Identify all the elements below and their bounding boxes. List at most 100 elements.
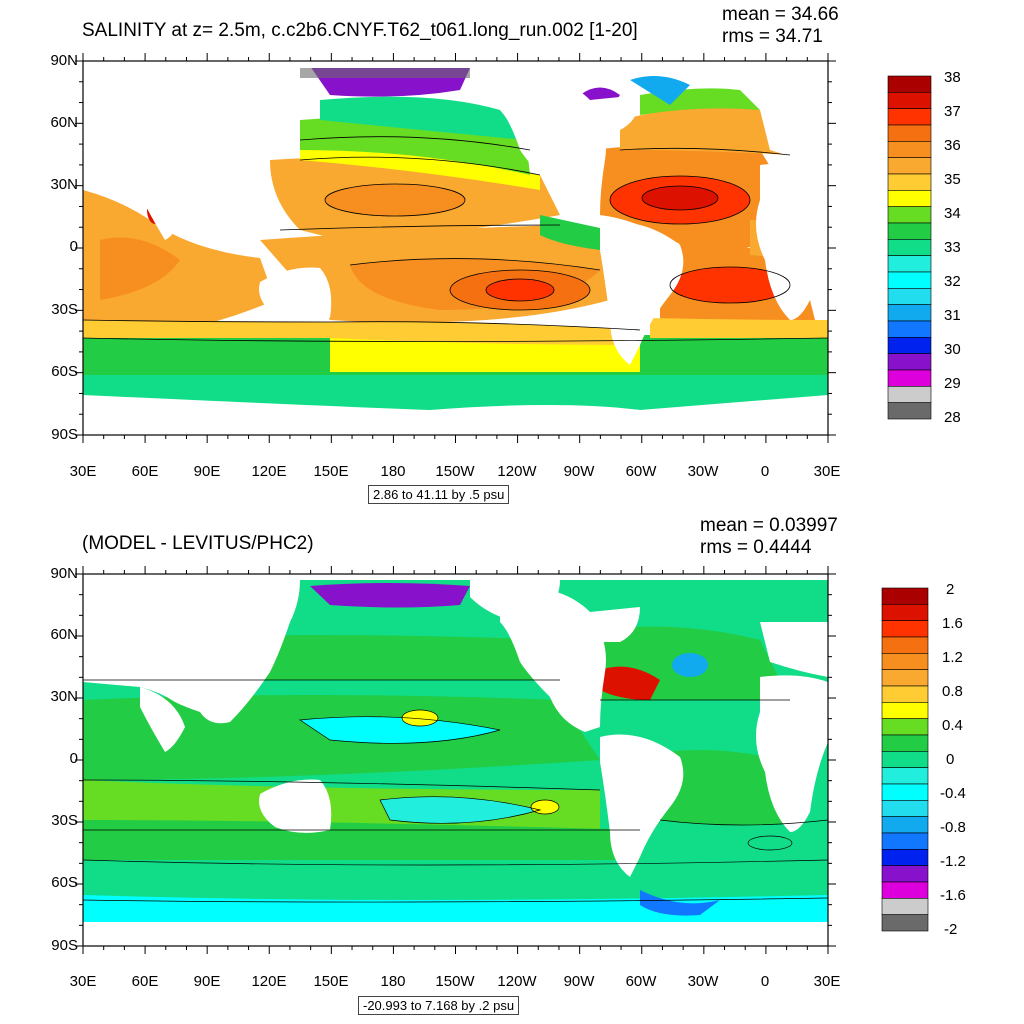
map2-lon-label: 180	[380, 973, 406, 990]
map1-lon-label: 90E	[193, 463, 221, 480]
colorbar-swatch	[887, 124, 932, 142]
colorbar-swatch	[881, 669, 929, 687]
map2-lat-label: 90N	[50, 565, 78, 582]
map1-lat-label: 90S	[51, 426, 78, 443]
map2-title: (MODEL - LEVITUS/PHC2)	[82, 533, 314, 554]
colorbar-swatch	[887, 206, 932, 224]
colorbar-swatch	[881, 914, 929, 932]
colorbar-swatch	[881, 865, 929, 883]
colorbar-swatch	[881, 783, 929, 801]
map2-colorbar-label: -0.8	[940, 819, 966, 836]
map2-lon-label: 150W	[435, 973, 475, 990]
colorbar-swatch	[881, 685, 929, 703]
map1-lon-label: 30E	[813, 463, 841, 480]
colorbar-swatch	[887, 353, 932, 371]
map2-lon-label: 90E	[193, 973, 221, 990]
map2-lon-label: 60E	[131, 973, 159, 990]
colorbar-swatch	[881, 587, 929, 605]
colorbar-swatch	[887, 369, 932, 387]
map2-colorbar-label: 0.8	[942, 683, 963, 700]
map1-colorbar-label: 36	[944, 137, 961, 154]
colorbar-swatch	[881, 734, 929, 752]
map1-lat-label: 60N	[50, 114, 78, 131]
map1-colorbar-label: 37	[944, 103, 961, 120]
colorbar-swatch	[887, 75, 932, 93]
map2-lat-label: 60S	[51, 874, 78, 891]
map1-title: SALINITY at z= 2.5m, c.c2b6.CNYF.T62_t06…	[82, 20, 638, 41]
map1-lat-label: 0	[69, 238, 78, 255]
map1-colorbar-label: 28	[944, 409, 961, 426]
colorbar-swatch	[887, 288, 932, 305]
map2-rms: rms = 0.4444	[700, 537, 812, 558]
map1-lon-label: 60E	[131, 463, 159, 480]
colorbar-swatch	[881, 898, 929, 915]
map2-lat-label: 60N	[50, 626, 78, 643]
colorbar-swatch	[887, 386, 932, 403]
map1-lon-label: 120W	[497, 463, 537, 480]
colorbar-swatch	[887, 190, 932, 207]
map1-lon-label: 120E	[251, 463, 287, 480]
colorbar-swatch	[881, 832, 929, 850]
map2-colorbar	[881, 587, 929, 932]
map2-lon-label: 90W	[563, 973, 595, 990]
map2-mean: mean = 0.03997	[700, 515, 838, 536]
map2-lat-label: 90S	[51, 937, 78, 954]
map2-colorbar-label: -1.6	[940, 887, 966, 904]
map1-lon-label: 180	[380, 463, 406, 480]
map1-colorbar-label: 30	[944, 341, 961, 358]
map1-frame	[75, 53, 836, 443]
map1-lat-label: 90N	[50, 52, 78, 69]
map2-colorbar-label: -0.4	[940, 785, 966, 802]
colorbar-swatch	[887, 108, 932, 126]
map2-range-info: -20.993 to 7.168 by .2 psu	[358, 996, 520, 1015]
colorbar-swatch	[881, 604, 929, 621]
map2-lon-label: 60W	[625, 973, 657, 990]
colorbar-swatch	[887, 402, 932, 420]
map2-lon-label: 120W	[497, 973, 537, 990]
map2-lon-label: 30E	[69, 973, 97, 990]
map1-colorbar-label: 32	[944, 273, 961, 290]
map1-lon-label: 150E	[313, 463, 349, 480]
colorbar-swatch	[887, 222, 932, 240]
map2-lon-label: 150E	[313, 973, 349, 990]
colorbar-swatch	[881, 881, 929, 899]
map1-colorbar-label: 35	[944, 171, 961, 188]
map1-colorbar-label: 33	[944, 239, 961, 256]
map1-colorbar-label: 34	[944, 205, 961, 222]
map1-colorbar-label: 38	[944, 69, 961, 86]
colorbar-swatch	[887, 92, 932, 109]
colorbar-swatch	[887, 255, 932, 273]
map2-colorbar-label: 0	[946, 751, 955, 768]
colorbar-swatch	[881, 751, 929, 768]
map1-lon-label: 150W	[435, 463, 475, 480]
colorbar-swatch	[887, 239, 932, 256]
map2-colorbar-label: 1.6	[942, 615, 963, 632]
map1-lon-label: 60W	[625, 463, 657, 480]
map2-lon-label: 30E	[813, 973, 841, 990]
map1-lon-label: 0	[760, 463, 770, 480]
colorbar-swatch	[887, 157, 932, 175]
map2-lat-label: 30N	[50, 688, 78, 705]
map1-lat-label: 30S	[51, 301, 78, 318]
map2-frame	[75, 566, 836, 954]
map2-lon-label: 120E	[251, 973, 287, 990]
colorbar-swatch	[887, 337, 932, 354]
map1-mean: mean = 34.66	[722, 4, 839, 25]
map1-lat-label: 60S	[51, 363, 78, 380]
map1-rms: rms = 34.71	[722, 26, 823, 47]
colorbar-swatch	[881, 800, 929, 817]
colorbar-swatch	[887, 173, 932, 191]
map1-colorbar	[887, 75, 932, 420]
colorbar-swatch	[881, 718, 929, 736]
map2-lat-label: 0	[69, 750, 78, 767]
colorbar-swatch	[881, 849, 929, 866]
map2-lat-label: 30S	[51, 812, 78, 829]
map2-lon-label: 30W	[687, 973, 719, 990]
map2-colorbar-label: 0.4	[942, 717, 963, 734]
colorbar-swatch	[887, 304, 932, 322]
map2-colorbar-label: 2	[946, 581, 955, 598]
map2-colorbar-label: 1.2	[942, 649, 963, 666]
map2-colorbar-label: -1.2	[940, 853, 966, 870]
colorbar-swatch	[881, 767, 929, 785]
